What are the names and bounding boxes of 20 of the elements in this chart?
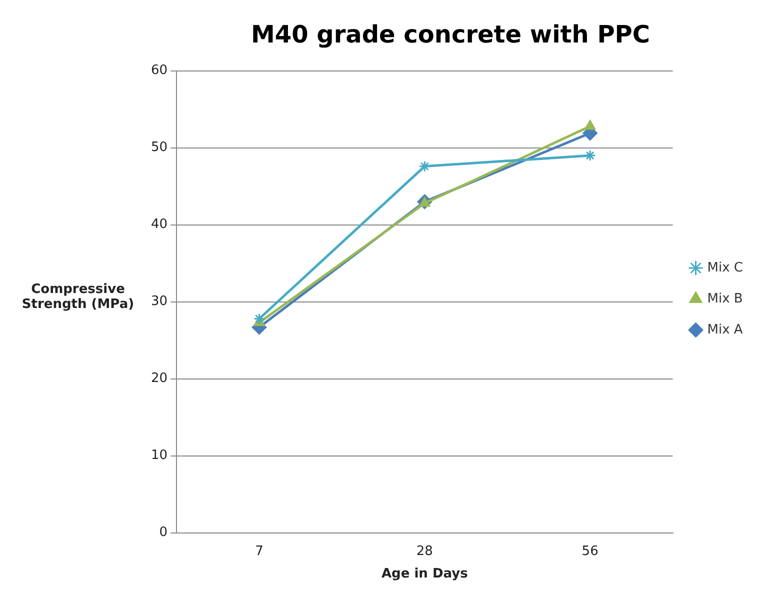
x-axis-title: Age in Days (381, 566, 468, 582)
y-tick-label: 60 (150, 63, 168, 78)
legend-label: Mix A (707, 322, 743, 338)
y-tick-label: 40 (150, 217, 168, 232)
point (253, 312, 265, 324)
y-tick-label: 20 (150, 371, 168, 386)
y-tick-label: 10 (150, 448, 168, 464)
y-tick-label: 30 (150, 294, 168, 310)
point (584, 150, 596, 162)
point (584, 120, 596, 130)
x-tick-label: 56 (582, 544, 598, 559)
legend-label: Mix C (707, 260, 744, 276)
chart-title: M40 grade concrete with PPC (250, 20, 650, 49)
y-tick-label: 0 (159, 525, 168, 540)
x-tick-label: 28 (416, 544, 433, 559)
legend-label: Mix B (707, 291, 743, 306)
y-tick-label: 50 (150, 140, 168, 156)
y-axis-title: Compressive Strength (MPa) (20, 282, 136, 312)
x-tick-label: 7 (255, 544, 264, 559)
point (418, 160, 430, 172)
